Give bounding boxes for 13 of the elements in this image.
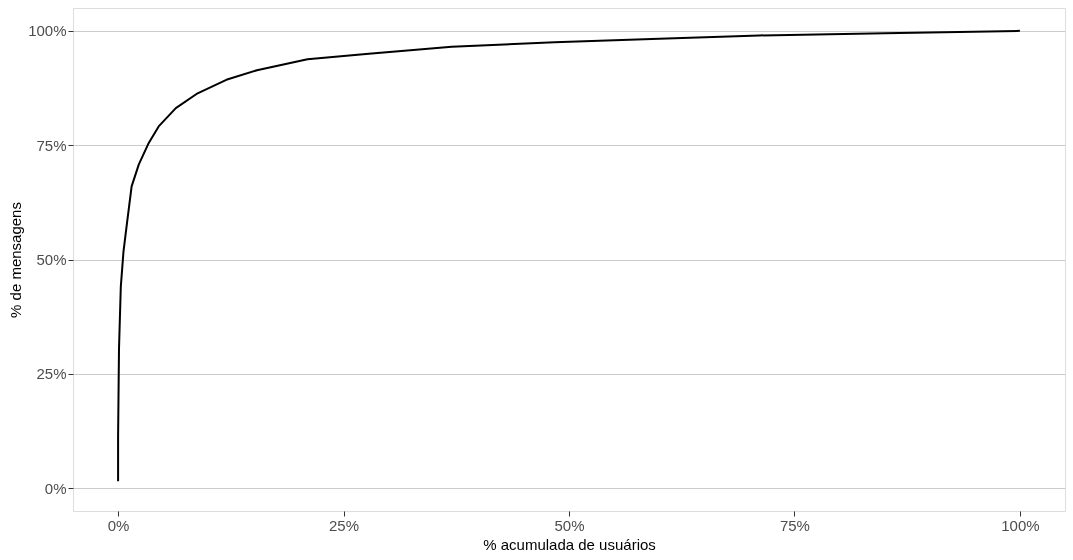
x-tick-label: 75% [779, 516, 810, 534]
y-tick-label: 100% [28, 22, 67, 40]
y-tick-label: 50% [36, 251, 67, 268]
y-tick-label: 25% [36, 365, 67, 383]
x-tick-label: 50% [554, 516, 585, 534]
x-axis-title: % acumulada de usuários [483, 535, 656, 553]
y-tick-label: 75% [36, 136, 67, 154]
x-tick-label: 25% [329, 516, 360, 534]
line-series [117, 29, 1021, 483]
y-axis-title: % de mensagens [7, 202, 25, 318]
x-tick-label: 0% [107, 516, 130, 534]
y-tick-label: 0% [44, 479, 67, 497]
x-tick-label: 100% [1001, 516, 1040, 534]
